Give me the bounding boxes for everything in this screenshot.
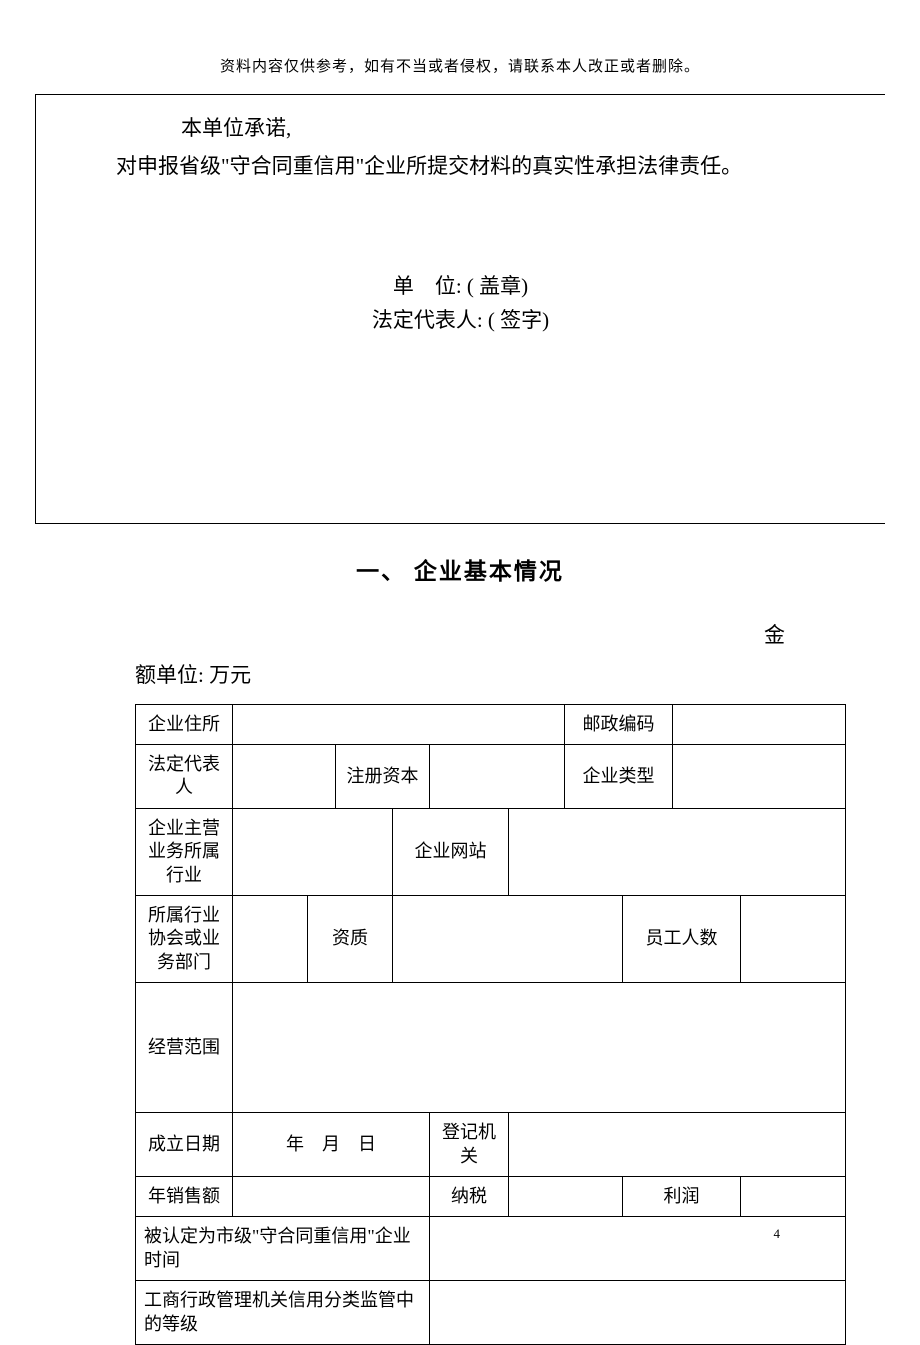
company-info-table: 企业住所 邮政编码 法定代表人 注册资本 企业类型 企业主营业务所属行业 企业网…	[135, 704, 846, 1345]
field-annual-sales	[233, 1176, 430, 1216]
signature-unit: 单 位: ( 盖章)	[36, 269, 885, 304]
label-founded-date: 成立日期	[136, 1113, 233, 1177]
table-row: 成立日期 年 月 日 登记机关	[136, 1113, 846, 1177]
label-profit: 利润	[623, 1176, 741, 1216]
label-reg-capital: 注册资本	[336, 745, 430, 809]
field-city-recognition	[430, 1217, 846, 1281]
field-legal-rep	[233, 745, 336, 809]
label-reg-authority: 登记机关	[430, 1113, 509, 1177]
unit-note: 金 额单位: 万元	[135, 616, 785, 696]
label-qualification: 资质	[308, 896, 393, 983]
label-association: 所属行业协会或业务部门	[136, 896, 233, 983]
table-row: 工商行政管理机关信用分类监管中的等级	[136, 1281, 846, 1345]
commitment-section: 本单位承诺, 对申报省级"守合同重信用"企业所提交材料的真实性承担法律责任。 单…	[35, 95, 885, 524]
unit-note-right: 金	[135, 616, 785, 656]
table-row: 被认定为市级"守合同重信用"企业时间	[136, 1217, 846, 1281]
table-row: 年销售额 纳税 利润	[136, 1176, 846, 1216]
field-address	[233, 704, 565, 744]
table-row: 所属行业协会或业务部门 资质 员工人数	[136, 896, 846, 983]
field-credit-rating	[430, 1281, 846, 1345]
field-company-type	[673, 745, 846, 809]
label-website: 企业网站	[393, 808, 509, 895]
field-industry	[233, 808, 393, 895]
table-row: 企业主营业务所属行业 企业网站	[136, 808, 846, 895]
label-annual-sales: 年销售额	[136, 1176, 233, 1216]
field-postcode	[673, 704, 846, 744]
field-founded-date: 年 月 日	[233, 1113, 430, 1177]
label-address: 企业住所	[136, 704, 233, 744]
signature-block: 单 位: ( 盖章) 法定代表人: ( 签字)	[36, 269, 885, 338]
signature-legal-rep: 法定代表人: ( 签字)	[36, 303, 885, 338]
field-employees	[741, 896, 846, 983]
table-row: 法定代表人 注册资本 企业类型	[136, 745, 846, 809]
field-reg-authority	[509, 1113, 846, 1177]
label-employees: 员工人数	[623, 896, 741, 983]
unit-note-left: 额单位: 万元	[135, 656, 785, 696]
field-reg-capital	[430, 745, 565, 809]
header-disclaimer: 资料内容仅供参考，如有不当或者侵权，请联系本人改正或者删除。	[0, 0, 920, 94]
label-credit-rating: 工商行政管理机关信用分类监管中的等级	[136, 1281, 430, 1345]
commitment-line-2: 对申报省级"守合同重信用"企业所提交材料的真实性承担法律责任。	[36, 148, 885, 186]
field-tax	[509, 1176, 623, 1216]
label-city-recognition: 被认定为市级"守合同重信用"企业时间	[136, 1217, 430, 1281]
commitment-line-1: 本单位承诺,	[36, 110, 885, 148]
label-tax: 纳税	[430, 1176, 509, 1216]
field-website	[509, 808, 846, 895]
field-qualification	[393, 896, 623, 983]
page-number: 4	[774, 1226, 781, 1242]
field-business-scope	[233, 983, 846, 1113]
label-legal-rep: 法定代表人	[136, 745, 233, 809]
label-company-type: 企业类型	[565, 745, 673, 809]
table-row: 经营范围	[136, 983, 846, 1113]
field-profit	[741, 1176, 846, 1216]
table-row: 企业住所 邮政编码	[136, 704, 846, 744]
label-industry: 企业主营业务所属行业	[136, 808, 233, 895]
field-association	[233, 896, 308, 983]
label-business-scope: 经营范围	[136, 983, 233, 1113]
section-title: 一、 企业基本情况	[0, 552, 920, 586]
label-postcode: 邮政编码	[565, 704, 673, 744]
